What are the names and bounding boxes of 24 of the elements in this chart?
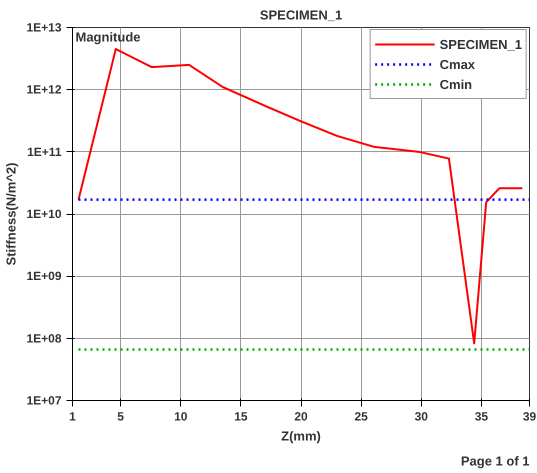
x-tick-label: 10 bbox=[174, 410, 188, 424]
legend-label: Cmin bbox=[440, 76, 472, 92]
y-tick-label: 1E+08 bbox=[26, 331, 62, 346]
x-tick-label: 15 bbox=[234, 410, 248, 424]
y-tick-label: 1E+10 bbox=[26, 207, 62, 221]
x-axis-title: Z(mm) bbox=[281, 428, 321, 444]
text: Page 1 of 1 bbox=[460, 454, 530, 468]
x-tick-label: 1 bbox=[69, 410, 76, 424]
legend-label: SPECIMEN_1 bbox=[440, 36, 522, 52]
y-tick-label: 1E+13 bbox=[26, 20, 62, 34]
y-tick-label: 1E+12 bbox=[26, 82, 62, 97]
y-tick-label: 1E+07 bbox=[26, 394, 62, 408]
y-axis-title: Stiffness(N/m^2) bbox=[3, 162, 18, 266]
y-tick-label: 1E+11 bbox=[27, 144, 62, 159]
chart-title: SPECIMEN_1 bbox=[260, 8, 342, 22]
x-tick-label: 5 bbox=[117, 410, 124, 424]
x-tick-label: 30 bbox=[414, 410, 428, 424]
x-tick-label: 25 bbox=[354, 410, 368, 424]
annotation: Magnitude bbox=[76, 30, 140, 44]
legend-label: Cmax bbox=[440, 56, 476, 72]
x-tick-label: 35 bbox=[474, 410, 488, 424]
x-tick-label: 39 bbox=[522, 410, 536, 424]
y-tick-label: 1E+09 bbox=[26, 269, 62, 284]
x-tick-label: 20 bbox=[294, 410, 308, 424]
